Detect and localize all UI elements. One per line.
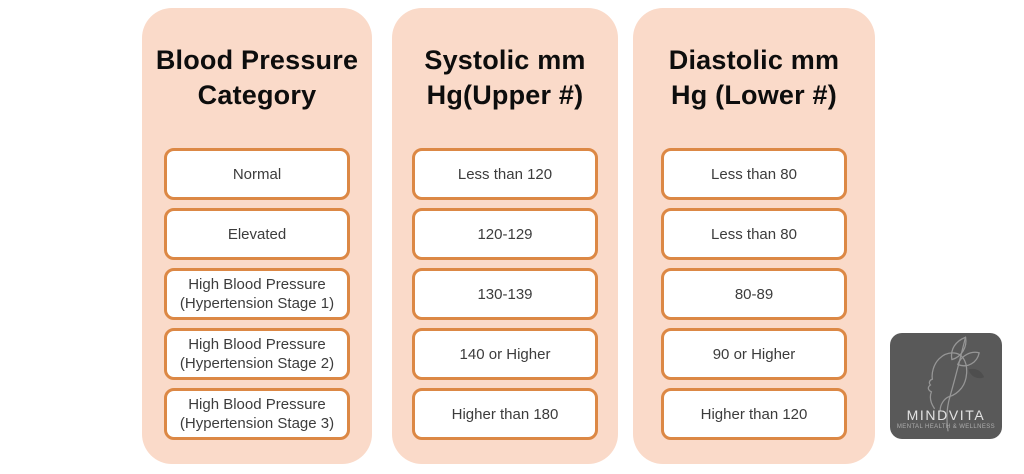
cell-text: 90 or Higher: [712, 345, 796, 363]
systolic-cell-row-2: 120-129: [412, 208, 598, 260]
diastolic-cell-row-5: Higher than 120: [661, 388, 847, 440]
cell-text: 140 or Higher: [459, 345, 551, 363]
systolic-column-header: Systolic mm Hg(Upper #): [392, 8, 618, 148]
diastolic-cell-row-4: 90 or Higher: [661, 328, 847, 380]
diastolic-cells: Less than 80 Less than 80 80-89 90 or Hi…: [633, 148, 875, 440]
systolic-cell-row-5: Higher than 180: [412, 388, 598, 440]
systolic-cell-row-1: Less than 120: [412, 148, 598, 200]
systolic-cell-row-4: 140 or Higher: [412, 328, 598, 380]
cell-text: High Blood Pressure: [188, 336, 326, 353]
category-cells: Normal Elevated High Blood Pressure (Hyp…: [142, 148, 372, 440]
diastolic-cell-row-3: 80-89: [661, 268, 847, 320]
category-column-panel: Blood Pressure Category Normal Elevated …: [142, 8, 372, 464]
cell-text: Less than 80: [711, 225, 797, 243]
header-line: Diastolic mm: [668, 45, 840, 75]
category-cell-hypertension-stage-1: High Blood Pressure (Hypertension Stage …: [164, 268, 350, 320]
category-cell-hypertension-stage-3: High Blood Pressure (Hypertension Stage …: [164, 388, 350, 440]
logo-text-block: MINDVITA MENTAL HEALTH & WELLNESS: [890, 407, 1002, 430]
category-cell-elevated: Elevated: [164, 208, 350, 260]
cell-text: 120-129: [477, 225, 533, 243]
systolic-column-panel: Systolic mm Hg(Upper #) Less than 120 12…: [392, 8, 618, 464]
mindvita-logo: MINDVITA MENTAL HEALTH & WELLNESS: [890, 333, 1002, 439]
logo-brand-name: MINDVITA: [906, 407, 986, 423]
category-column-header: Blood Pressure Category: [142, 8, 372, 148]
header-line: Blood Pressure: [155, 45, 359, 75]
cell-text: Higher than 180: [451, 405, 559, 423]
header-line: Hg (Lower #): [671, 80, 837, 110]
systolic-cell-row-3: 130-139: [412, 268, 598, 320]
cell-text: (Hypertension Stage 1): [179, 295, 335, 312]
cell-text: Less than 120: [457, 165, 553, 183]
cell-text: (Hypertension Stage 3): [179, 415, 335, 432]
cell-text: 130-139: [477, 285, 533, 303]
cell-text: High Blood Pressure: [188, 276, 326, 293]
diastolic-cell-row-2: Less than 80: [661, 208, 847, 260]
header-line: Category: [197, 80, 317, 110]
cell-text: 80-89: [734, 285, 774, 303]
cell-text: Less than 80: [711, 165, 797, 183]
systolic-cells: Less than 120 120-129 130-139 140 or Hig…: [392, 148, 618, 440]
category-cell-hypertension-stage-2: High Blood Pressure (Hypertension Stage …: [164, 328, 350, 380]
header-line: Systolic mm: [424, 45, 586, 75]
cell-text: Normal: [232, 165, 282, 183]
cell-text: High Blood Pressure: [188, 396, 326, 413]
face-profile-leaf-icon: [927, 336, 985, 432]
logo-tagline: MENTAL HEALTH & WELLNESS: [896, 424, 996, 430]
category-cell-normal: Normal: [164, 148, 350, 200]
cell-text: (Hypertension Stage 2): [179, 355, 335, 372]
cell-text: Higher than 120: [700, 405, 808, 423]
diastolic-column-header: Diastolic mm Hg (Lower #): [633, 8, 875, 148]
diastolic-cell-row-1: Less than 80: [661, 148, 847, 200]
diastolic-column-panel: Diastolic mm Hg (Lower #) Less than 80 L…: [633, 8, 875, 464]
header-line: Hg(Upper #): [426, 80, 584, 110]
cell-text: Elevated: [227, 225, 287, 243]
